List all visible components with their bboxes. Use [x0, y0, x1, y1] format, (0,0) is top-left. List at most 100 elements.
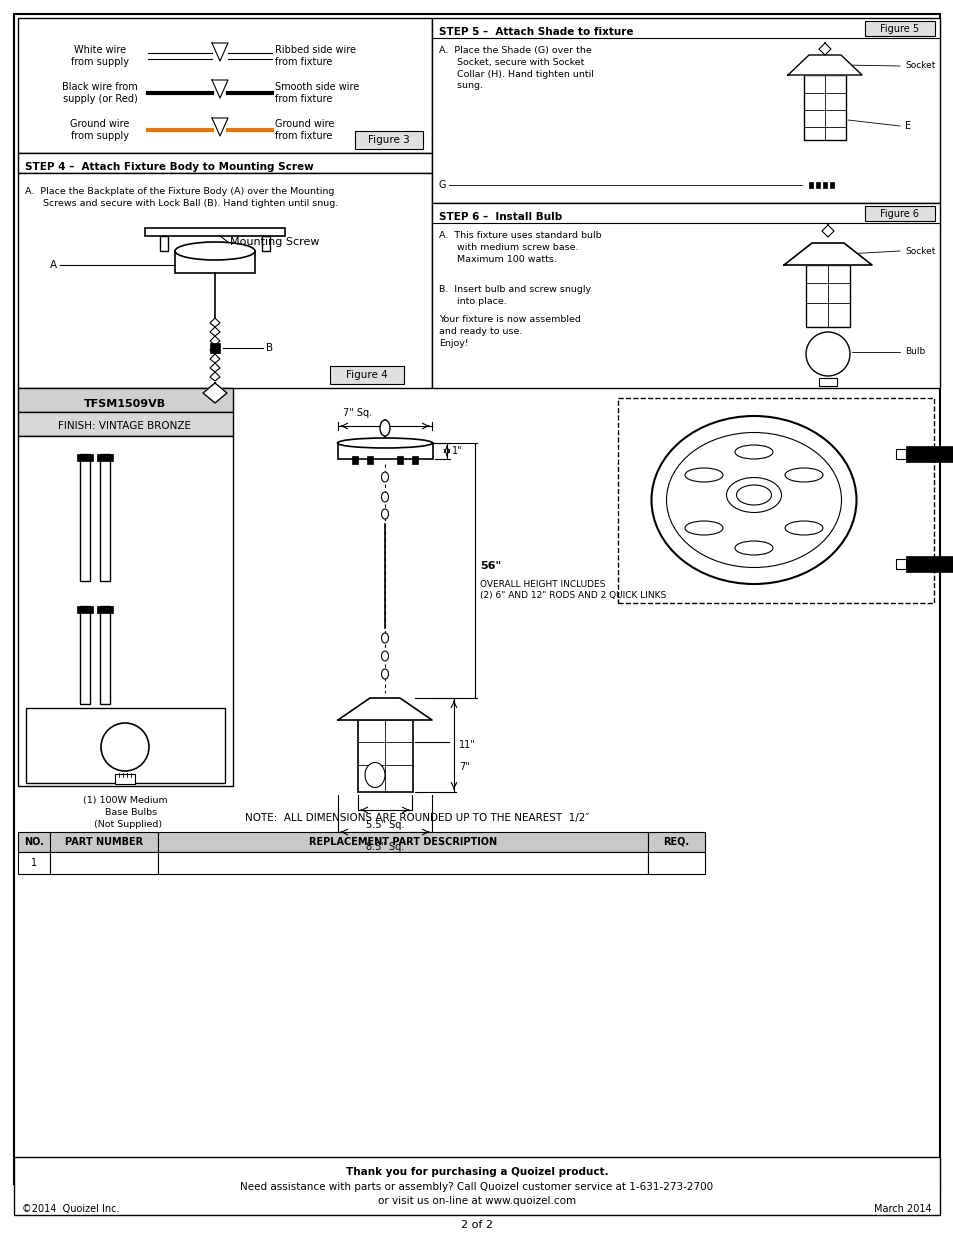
Text: REPLACEMENT PART DESCRIPTION: REPLACEMENT PART DESCRIPTION [309, 837, 497, 847]
Bar [808, 182, 812, 188]
Bar [18, 19, 432, 153]
Bar [803, 75, 845, 140]
Ellipse shape [379, 420, 390, 436]
Ellipse shape [365, 762, 385, 788]
Polygon shape [203, 383, 227, 403]
Ellipse shape [337, 438, 432, 448]
Bar [18, 388, 233, 412]
Text: Socket: Socket [904, 62, 934, 70]
Bar [432, 19, 939, 203]
Ellipse shape [784, 468, 822, 482]
Bar [97, 606, 112, 613]
Text: Figure 3: Figure 3 [368, 135, 410, 144]
Text: Socket: Socket [904, 247, 934, 256]
Bar [647, 832, 704, 852]
Polygon shape [210, 345, 220, 354]
Polygon shape [210, 327, 220, 336]
Text: Bulb: Bulb [904, 347, 924, 357]
Ellipse shape [381, 651, 388, 661]
Bar [396, 456, 402, 464]
Ellipse shape [734, 541, 772, 555]
Text: 8.5" Sq.: 8.5" Sq. [366, 842, 404, 852]
Bar [330, 366, 403, 384]
Ellipse shape [651, 416, 856, 584]
Text: 2 of 2: 2 of 2 [460, 1220, 493, 1230]
Ellipse shape [381, 492, 388, 501]
Bar [18, 852, 50, 874]
Bar [18, 153, 432, 173]
Bar [412, 456, 417, 464]
Text: A: A [50, 261, 56, 270]
Text: NO.: NO. [24, 837, 44, 847]
Bar [100, 606, 110, 704]
Bar [158, 852, 647, 874]
Bar [18, 436, 233, 785]
Polygon shape [821, 225, 833, 237]
Text: G: G [438, 180, 446, 190]
Ellipse shape [726, 478, 781, 513]
Text: TFSM1509VB: TFSM1509VB [84, 399, 166, 409]
Polygon shape [337, 698, 432, 720]
Bar [818, 378, 836, 387]
Bar [50, 852, 158, 874]
Text: FINISH: VINTAGE BRONZE: FINISH: VINTAGE BRONZE [58, 421, 192, 431]
Bar [895, 559, 905, 569]
Text: Smooth side wire
from fixture: Smooth side wire from fixture [274, 82, 359, 104]
Bar [337, 443, 433, 459]
Ellipse shape [736, 485, 771, 505]
Text: Need assistance with parts or assembly? Call Quoizel customer service at 1-631-2: Need assistance with parts or assembly? … [240, 1182, 713, 1192]
Text: ©2014  Quoizel Inc.: ©2014 Quoizel Inc. [22, 1204, 119, 1214]
Polygon shape [210, 336, 220, 345]
Text: NOTE:  ALL DIMENSIONS ARE ROUNDED UP TO THE NEAREST  1/2″: NOTE: ALL DIMENSIONS ARE ROUNDED UP TO T… [245, 813, 589, 823]
Bar [905, 446, 953, 462]
Text: OVERALL HEIGHT INCLUDES
(2) 6" AND 12" RODS AND 2 QUICK LINKS: OVERALL HEIGHT INCLUDES (2) 6" AND 12" R… [479, 580, 665, 600]
Text: Figure 5: Figure 5 [880, 23, 919, 35]
Bar [160, 236, 168, 251]
Text: or visit us on-line at www.quoizel.com: or visit us on-line at www.quoizel.com [377, 1195, 576, 1207]
Bar [262, 236, 270, 251]
Polygon shape [212, 80, 228, 98]
Bar [158, 832, 647, 852]
Bar [50, 832, 158, 852]
Bar [18, 832, 50, 852]
Bar [80, 454, 90, 580]
Bar [80, 606, 90, 704]
Ellipse shape [381, 669, 388, 679]
Text: March 2014: March 2014 [874, 1204, 931, 1214]
Ellipse shape [381, 509, 388, 519]
Bar [618, 398, 933, 603]
Bar [18, 412, 233, 436]
Polygon shape [210, 317, 220, 327]
Ellipse shape [684, 468, 722, 482]
Bar [822, 182, 826, 188]
Text: 1: 1 [30, 858, 37, 868]
Bar [815, 182, 820, 188]
Text: White wire
from supply: White wire from supply [71, 44, 129, 67]
Text: (1) 100W Medium
    Base Bulbs
  (Not Supplied): (1) 100W Medium Base Bulbs (Not Supplied… [83, 797, 167, 829]
Bar [145, 228, 285, 236]
Ellipse shape [381, 472, 388, 482]
Polygon shape [818, 43, 830, 56]
Ellipse shape [174, 242, 254, 261]
Text: 7": 7" [458, 762, 469, 772]
Polygon shape [210, 354, 220, 363]
Text: 5.5" Sq.: 5.5" Sq. [365, 820, 404, 830]
Text: Ribbed side wire
from fixture: Ribbed side wire from fixture [274, 44, 355, 67]
Text: Figure 6: Figure 6 [880, 209, 919, 219]
Bar [367, 456, 373, 464]
Bar [647, 852, 704, 874]
Polygon shape [783, 243, 871, 266]
Bar [905, 556, 953, 572]
Text: Black wire from
supply (or Red): Black wire from supply (or Red) [62, 82, 138, 104]
Text: A.  This fixture uses standard bulb
      with medium screw base.
      Maximum : A. This fixture uses standard bulb with … [438, 231, 601, 263]
Text: 11": 11" [458, 740, 476, 750]
Ellipse shape [666, 432, 841, 568]
Text: STEP 6 –  Install Bulb: STEP 6 – Install Bulb [438, 212, 561, 222]
Ellipse shape [784, 521, 822, 535]
Polygon shape [210, 372, 220, 382]
Text: Figure 4: Figure 4 [346, 370, 388, 380]
Text: 1": 1" [452, 446, 462, 456]
Text: PART NUMBER: PART NUMBER [65, 837, 143, 847]
Bar [100, 454, 110, 580]
Text: Mounting Screw: Mounting Screw [230, 237, 319, 247]
